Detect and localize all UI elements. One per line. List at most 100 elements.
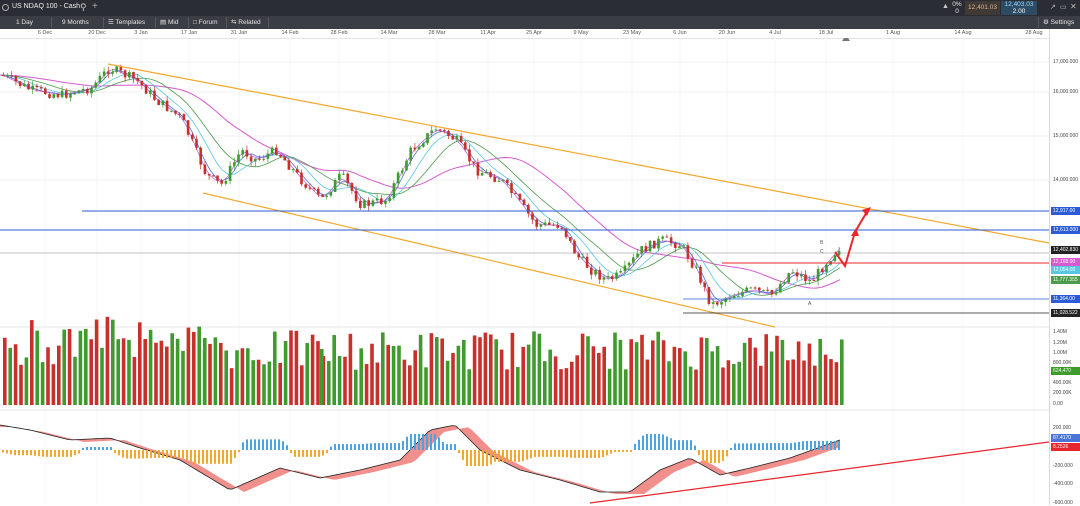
candle-body: [107, 71, 110, 74]
price-tag: 11,364.00: [1051, 295, 1080, 303]
histogram-bar: [670, 438, 672, 450]
candle-body: [560, 227, 564, 229]
volume-bar: [170, 333, 174, 405]
volume-bar: [516, 367, 520, 405]
candle-body: [602, 277, 606, 280]
alert-icon[interactable]: ▲: [942, 3, 949, 10]
histogram-bar: [222, 450, 224, 464]
buy-button[interactable]: 12,403.03 2.00: [1001, 1, 1037, 15]
volume-bar: [564, 368, 569, 405]
interval-select[interactable]: 1 Day: [0, 17, 52, 28]
candle-body: [2, 75, 5, 76]
candle-body: [153, 90, 156, 100]
date-tick-label: 4 Jul: [769, 30, 781, 36]
price-scale[interactable]: 17,000.000 16,000.000 15,000.000 14,000.000…: [1049, 29, 1080, 506]
range-select[interactable]: 9 Months: [52, 17, 104, 28]
close-icon[interactable]: ✕: [1070, 2, 1077, 11]
minimize-icon[interactable]: ▭: [1060, 4, 1067, 11]
arrowhead-icon: [862, 207, 871, 216]
related-button[interactable]: ⇆ Related: [227, 17, 269, 28]
volume-bar: [273, 331, 277, 405]
candle-body: [354, 190, 358, 202]
price-type-select[interactable]: ▤ Mid: [156, 17, 189, 28]
candle-body: [195, 139, 198, 148]
price-tag: 12,917.00: [1051, 207, 1080, 215]
histogram-bar: [746, 443, 748, 450]
volume-bar: [699, 337, 704, 405]
volume-bar: [645, 359, 650, 405]
related-label: Related: [238, 19, 261, 26]
histogram-bar: [338, 444, 340, 450]
candle-body: [94, 82, 97, 88]
date-tick-label: 23 May: [622, 30, 642, 36]
volume-bar: [337, 355, 342, 405]
histogram-bar: [50, 450, 52, 457]
histogram-bar: [538, 450, 540, 457]
volume-bar: [575, 355, 579, 405]
candle-body: [375, 198, 379, 201]
forum-button[interactable]: □ Forum: [189, 17, 227, 28]
histogram-bar: [2, 450, 4, 453]
histogram-bar: [274, 439, 276, 450]
candle-body: [753, 287, 757, 289]
sell-button[interactable]: 12,401.03: [965, 1, 1000, 15]
volume-bar: [759, 365, 763, 405]
volume-bar: [732, 363, 736, 405]
volume-bar: [229, 368, 234, 405]
candle-body: [157, 99, 160, 106]
histogram-bar: [766, 443, 768, 450]
candle-body: [396, 172, 400, 184]
volume-bar: [537, 333, 542, 405]
candle-body: [695, 266, 698, 268]
forum-label: Forum: [198, 19, 218, 26]
candle-body: [833, 255, 837, 262]
volume-bar: [19, 364, 23, 405]
volume-bar: [111, 319, 115, 405]
candle-body: [27, 83, 30, 90]
candle-body: [825, 264, 828, 273]
volume-bar: [121, 338, 126, 405]
price-tick-label: 17,000.000: [1053, 59, 1079, 65]
candle-body: [321, 194, 324, 197]
candle-body: [800, 274, 803, 277]
candle-body: [493, 176, 496, 182]
histogram-bar: [294, 450, 296, 457]
candle-body: [749, 287, 753, 289]
histogram-bar: [206, 450, 208, 464]
histogram-bar: [322, 450, 324, 456]
chart-area[interactable]: A BC: [0, 38, 1049, 505]
volume-bar: [186, 327, 191, 405]
volume-bar: [445, 360, 450, 405]
candle-body: [623, 265, 627, 272]
candle-body: [816, 268, 820, 281]
add-tab-icon[interactable]: +: [92, 1, 98, 12]
volume-bar: [764, 334, 768, 405]
histogram-bar: [226, 450, 228, 464]
histogram-bar: [414, 434, 416, 450]
volume-bar: [408, 365, 412, 405]
search-icon[interactable]: ⚲: [80, 2, 87, 12]
volume-bar: [602, 346, 606, 405]
candle-body: [342, 173, 345, 175]
histogram-bar: [726, 450, 728, 457]
volume-bar: [510, 332, 515, 405]
projection-arrow: [834, 209, 869, 269]
expand-icon[interactable]: ↗: [1050, 4, 1056, 11]
candle-body: [636, 253, 639, 258]
candle-body: [212, 175, 215, 177]
candle-body: [10, 75, 13, 77]
candle-body: [573, 240, 576, 254]
settings-button[interactable]: ⚙ Settings: [1038, 17, 1080, 28]
candle-body: [804, 274, 807, 282]
volume-bar: [397, 345, 401, 405]
histogram-bar: [542, 450, 544, 457]
templates-button[interactable]: ☰ Templates: [104, 17, 156, 28]
candle-body: [346, 173, 349, 184]
volume-bar: [240, 348, 245, 405]
candle-body: [678, 246, 681, 248]
volume-bar: [715, 346, 720, 405]
volume-bar: [634, 342, 639, 405]
volume-bar: [705, 337, 709, 405]
forum-icon: □: [193, 19, 197, 26]
candle-body: [737, 296, 740, 298]
